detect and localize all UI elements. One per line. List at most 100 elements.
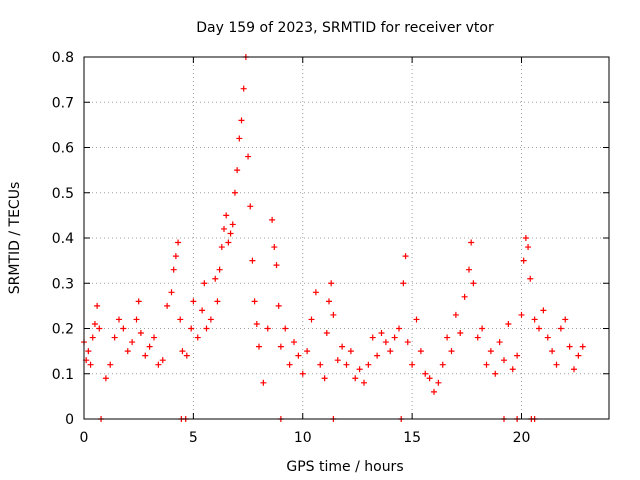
data-point (387, 348, 394, 355)
data-point (347, 348, 354, 355)
x-axis-label: GPS time / hours (286, 459, 403, 475)
data-point (164, 302, 171, 309)
data-point (223, 212, 230, 219)
data-point (304, 348, 311, 355)
data-point (553, 361, 560, 368)
data-point (339, 343, 346, 350)
data-point (133, 316, 140, 323)
data-point (229, 221, 236, 228)
data-point (571, 366, 577, 373)
data-point (474, 334, 481, 341)
data-point (378, 330, 385, 337)
data-point (179, 348, 186, 355)
data-point (85, 348, 92, 355)
data-point (382, 339, 389, 346)
data-point (124, 348, 131, 355)
data-point (188, 325, 195, 332)
data-point (402, 253, 409, 260)
data-point (365, 361, 372, 368)
data-point (251, 298, 258, 305)
data-point (94, 302, 101, 309)
y-axis-label: SRMTID / TECUs (7, 182, 23, 295)
data-point (201, 280, 208, 287)
data-point (253, 320, 260, 327)
data-point (227, 230, 234, 237)
data-point (275, 302, 282, 309)
data-point (566, 343, 573, 350)
x-tick-label: 5 (189, 430, 198, 446)
data-point (417, 348, 424, 355)
data-point (221, 225, 227, 232)
data-point (291, 339, 297, 346)
data-point (522, 235, 529, 241)
data-point (137, 330, 144, 337)
data-point (234, 167, 241, 174)
data-point (496, 339, 503, 346)
data-point (212, 275, 219, 282)
data-point (151, 334, 157, 341)
data-point (183, 352, 190, 359)
data-point (231, 189, 238, 196)
data-point (175, 239, 182, 246)
data-point (172, 253, 179, 260)
data-point (540, 307, 547, 314)
y-tick-label: 0.4 (52, 231, 74, 247)
data-point (91, 320, 98, 327)
data-point (505, 320, 512, 327)
data-point (214, 298, 221, 305)
data-point (190, 298, 197, 305)
data-point (527, 275, 534, 282)
data-point (575, 352, 582, 359)
data-point (323, 330, 330, 337)
data-point (439, 361, 446, 368)
y-tick-label: 0.6 (52, 141, 74, 157)
data-point (431, 388, 437, 395)
data-point (286, 361, 293, 368)
chart-title: Day 159 of 2023, SRMTID for receiver vto… (196, 20, 494, 36)
data-point (216, 266, 223, 273)
data-point (413, 316, 420, 323)
data-point (87, 361, 94, 368)
data-point (96, 325, 103, 332)
data-point (520, 257, 527, 264)
data-point (238, 117, 245, 124)
data-point (557, 325, 564, 332)
data-point (260, 379, 267, 386)
data-point (308, 316, 315, 323)
data-point (194, 334, 201, 341)
plot-frame (83, 56, 610, 420)
data-point (271, 244, 278, 251)
data-point (177, 316, 184, 323)
data-point (509, 366, 516, 373)
data-point (203, 325, 210, 332)
data-point (479, 325, 486, 332)
data-point (457, 330, 464, 337)
data-point (579, 343, 586, 350)
data-point (483, 361, 490, 368)
data-point (352, 375, 359, 382)
data-point (326, 298, 332, 305)
data-point (207, 316, 214, 323)
data-point (89, 334, 96, 341)
data-point (400, 280, 407, 287)
data-point (295, 352, 302, 359)
data-point (444, 334, 451, 341)
data-point (142, 352, 149, 359)
data-point (514, 352, 521, 359)
data-point (120, 325, 127, 332)
data-point (328, 280, 335, 287)
y-tick-label: 0.2 (52, 322, 74, 338)
grid-lines (84, 57, 609, 419)
data-point (218, 244, 225, 251)
data-point (435, 379, 442, 386)
data-point (282, 325, 289, 332)
data-point (170, 266, 177, 273)
data-point (277, 343, 284, 350)
data-point (256, 343, 262, 350)
data-point (422, 370, 429, 377)
data-point (361, 379, 367, 386)
data-point (199, 307, 206, 314)
data-points (81, 54, 586, 422)
data-point (518, 311, 525, 318)
